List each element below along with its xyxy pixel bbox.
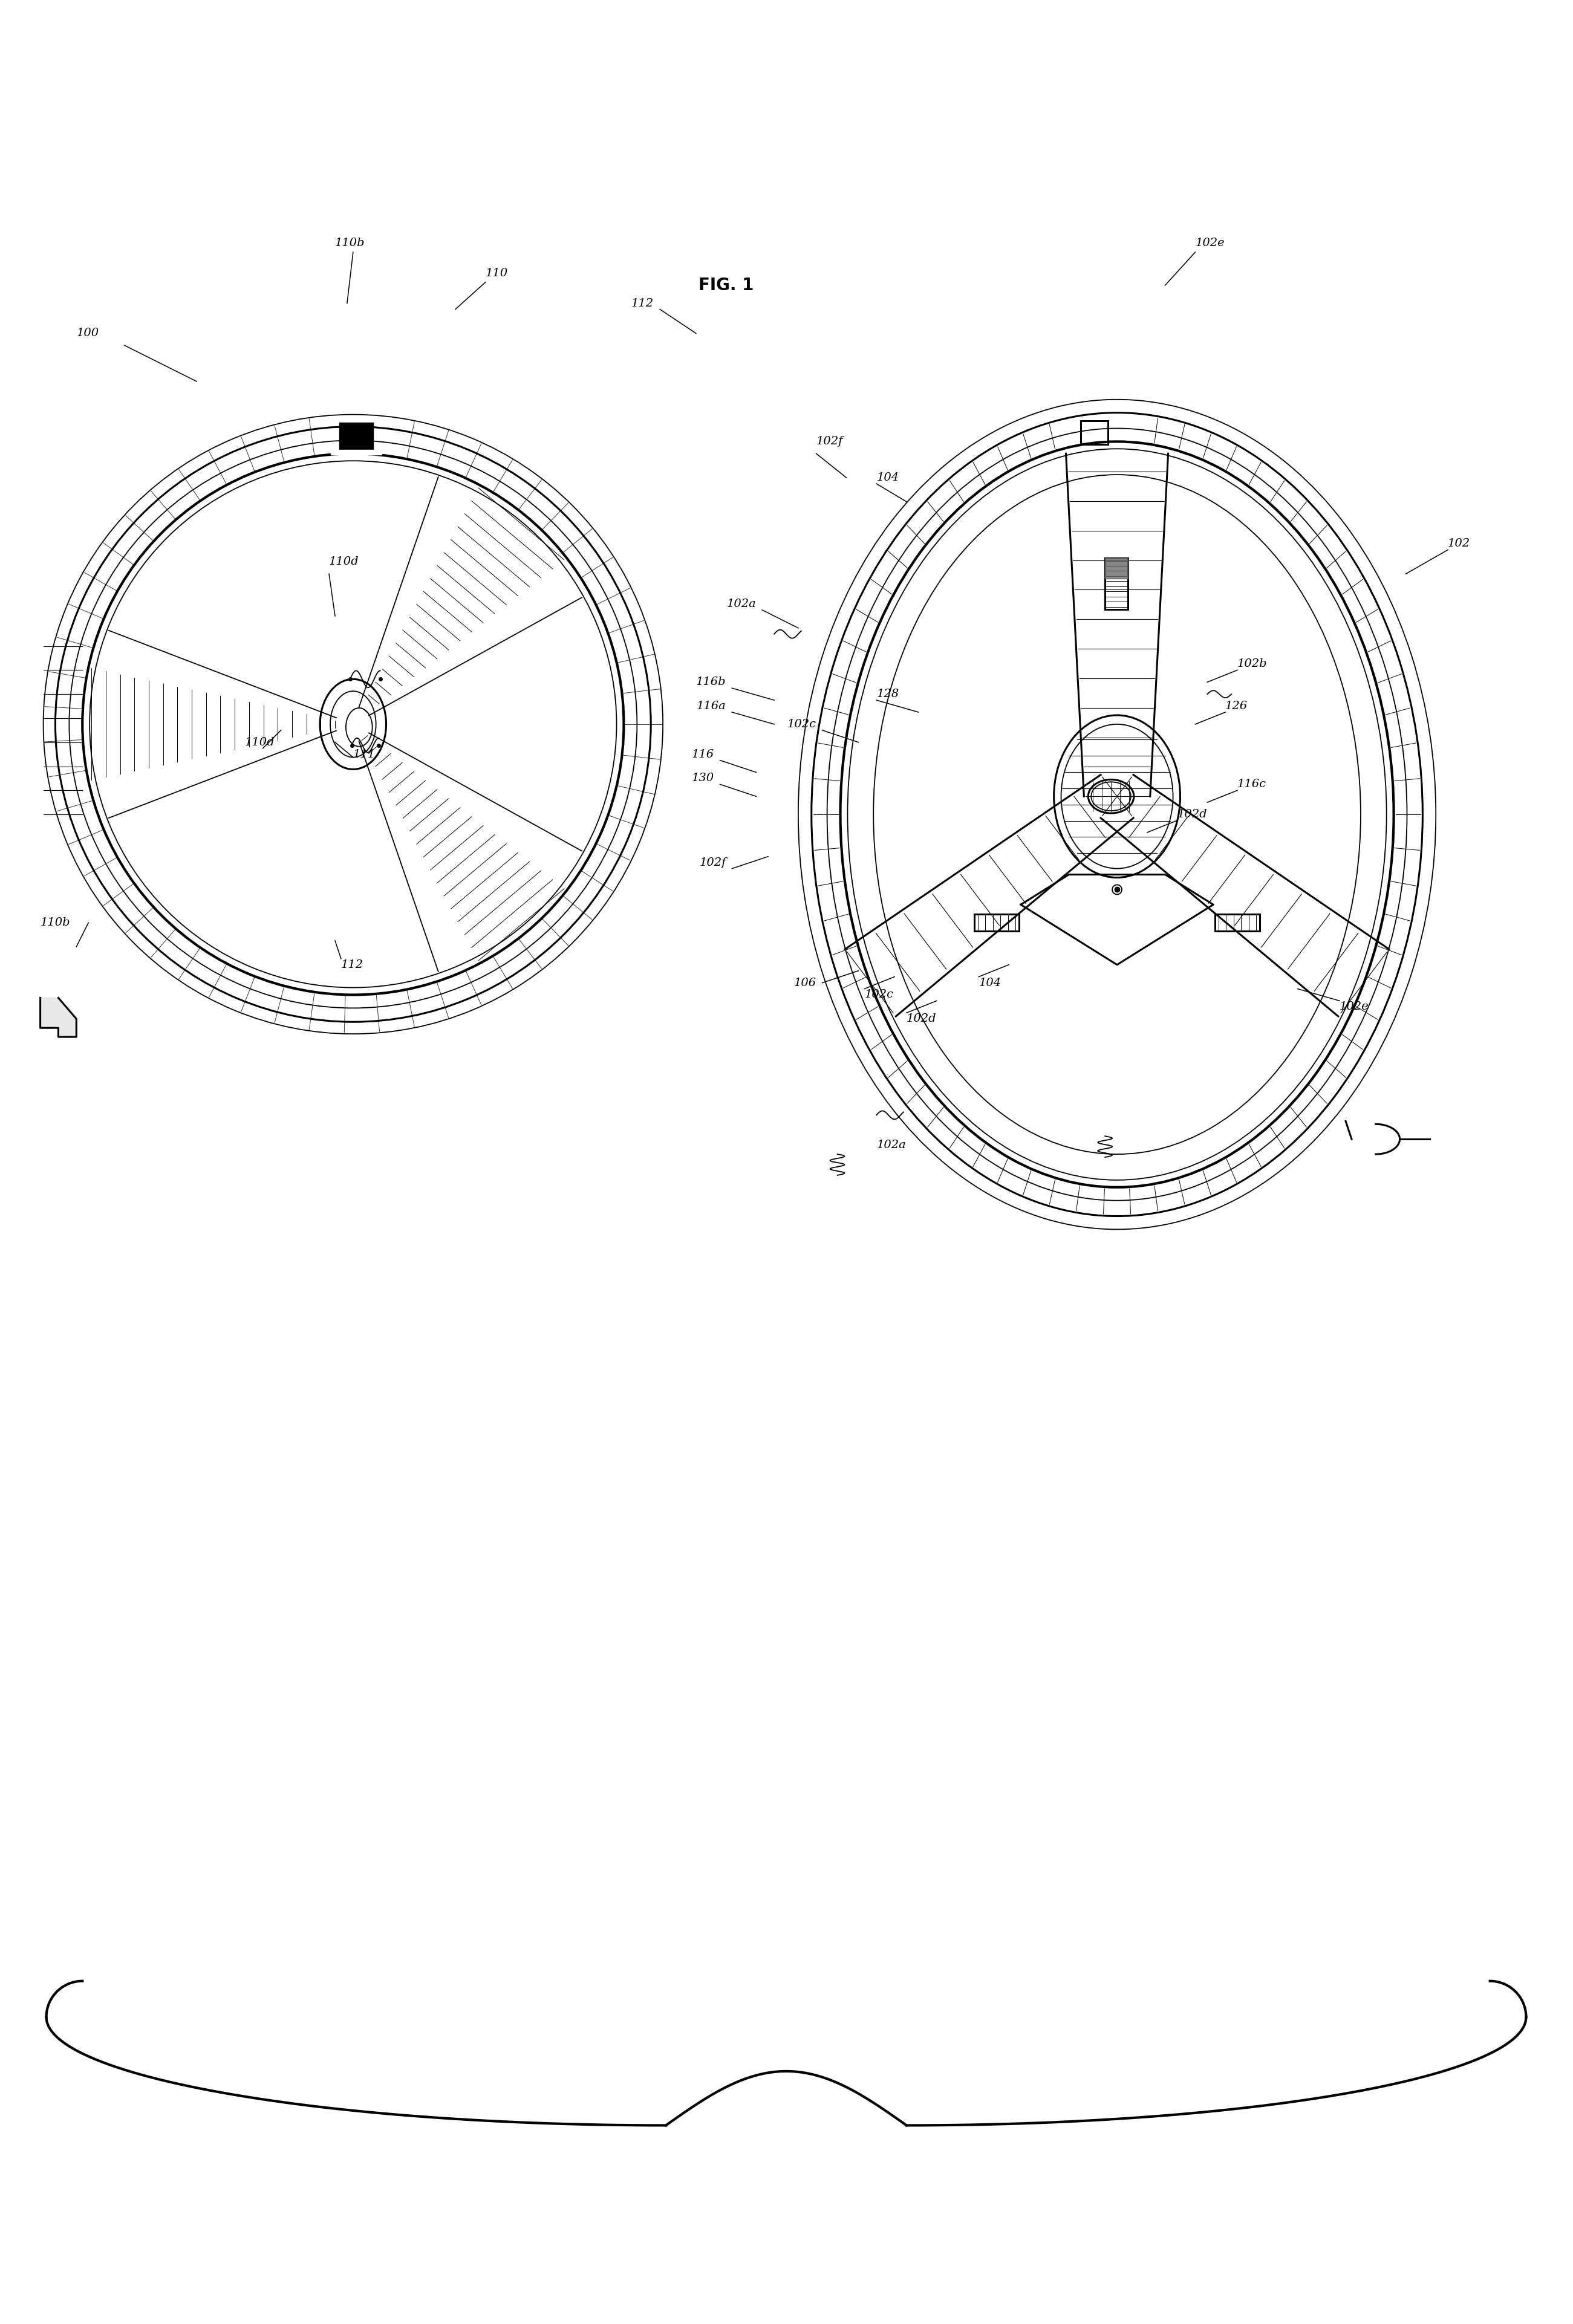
Text: 102c: 102c (865, 990, 893, 999)
Text: 102e: 102e (1340, 1002, 1369, 1013)
Text: 111: 111 (352, 748, 376, 760)
Text: 104: 104 (978, 978, 1000, 988)
Text: 106: 106 (794, 978, 816, 988)
Text: 102b: 102b (1238, 658, 1268, 669)
Text: 110b: 110b (41, 918, 71, 927)
Text: 128: 128 (876, 688, 898, 700)
Text: 102a: 102a (727, 600, 757, 609)
Bar (330, 451, 381, 456)
Text: 102c: 102c (786, 718, 816, 730)
Text: 110: 110 (486, 267, 508, 279)
Bar (974, 913, 1019, 932)
Text: 130: 130 (692, 774, 714, 783)
Bar (1104, 558, 1128, 609)
Text: 110b: 110b (335, 237, 365, 249)
Bar (1081, 421, 1107, 444)
Bar (1104, 558, 1128, 579)
Polygon shape (41, 997, 77, 1037)
Text: 110d: 110d (245, 737, 275, 748)
Text: 102a: 102a (876, 1139, 906, 1150)
Text: 102f: 102f (700, 858, 727, 867)
Text: 104: 104 (876, 472, 898, 483)
Text: 102: 102 (1447, 539, 1471, 548)
Text: 112: 112 (631, 297, 654, 309)
Text: FIG. 1: FIG. 1 (698, 277, 753, 293)
Bar (1214, 913, 1260, 932)
Text: 102f: 102f (816, 437, 843, 446)
Text: 102e: 102e (1195, 237, 1225, 249)
Text: 110d: 110d (329, 555, 359, 567)
Text: 102d: 102d (906, 1013, 936, 1025)
Text: 112: 112 (341, 960, 363, 969)
Text: 116c: 116c (1238, 779, 1266, 790)
Text: 102d: 102d (1177, 809, 1206, 820)
Text: 116: 116 (692, 748, 714, 760)
Text: 116b: 116b (695, 676, 727, 688)
Text: 126: 126 (1225, 702, 1247, 711)
Bar (340, 423, 373, 453)
Text: 116a: 116a (697, 702, 727, 711)
Text: 100: 100 (77, 328, 99, 339)
